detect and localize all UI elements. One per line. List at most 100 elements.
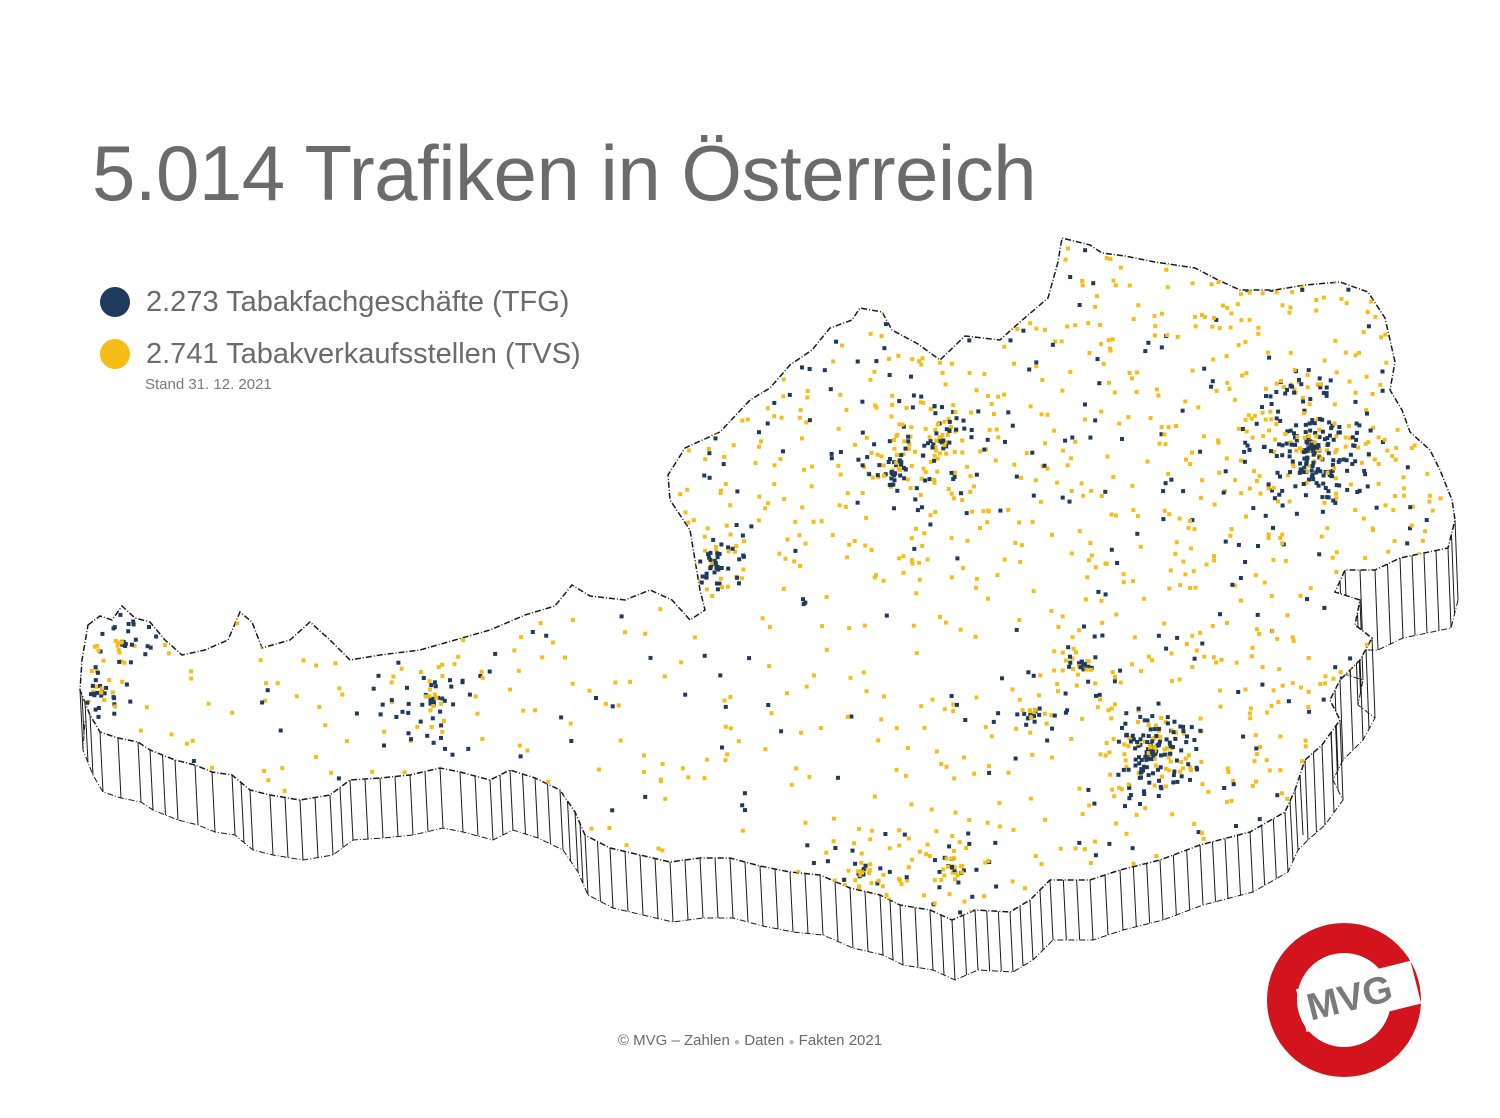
tvs-point [277,609,282,614]
tvs-point [1101,361,1106,366]
tvs-point [1278,536,1283,540]
tfg-point [1275,793,1280,798]
tvs-point [1317,447,1322,452]
tfg-point [1277,442,1282,447]
tvs-point [1104,256,1109,260]
tvs-point [742,366,746,370]
tfg-point [912,546,917,551]
tvs-point [236,491,241,496]
tfg-point [1294,438,1299,443]
tvs-point [1014,726,1019,731]
tvs-point [462,515,466,520]
tvs-point [1109,512,1114,517]
tvs-point [1249,654,1254,659]
tvs-point [925,842,930,847]
tfg-point [1304,447,1309,452]
tfg-point [339,303,344,308]
tvs-point [1112,390,1117,395]
tvs-point [1198,630,1203,635]
tfg-point [1156,633,1161,638]
tvs-point [678,492,683,497]
tvs-point [796,294,801,299]
edge-hatch-line [249,789,254,851]
tvs-point [547,903,551,908]
tfg-point [863,863,868,868]
tvs-point [902,244,907,248]
tfg-point [1341,457,1346,462]
tvs-point [1188,462,1193,466]
tvs-point [743,318,748,322]
tfg-point [1355,490,1360,494]
tfg-point [1063,691,1068,696]
tvs-point [819,519,824,524]
tvs-point [760,369,765,374]
tvs-point [1156,393,1161,398]
tfg-point [90,683,95,688]
tvs-point [1132,635,1137,640]
tfg-point [878,866,883,871]
tvs-point [1068,369,1073,374]
tfg-point [1350,462,1355,466]
tvs-point [519,635,524,640]
tfg-point [726,566,731,571]
edge-hatch-line [654,858,659,919]
tvs-point [740,828,745,833]
tvs-point [883,260,888,265]
edge-hatch-line [1334,689,1339,771]
tfg-point [1167,740,1172,745]
tvs-point [1256,331,1261,336]
tvs-point [1373,315,1378,319]
tvs-point [964,846,969,850]
tvs-point [648,427,652,432]
edge-hatch-line [1423,552,1428,634]
tvs-point [425,834,430,839]
tvs-point [1216,440,1221,445]
tfg-point [1223,539,1228,544]
tvs-point [858,872,863,877]
tfg-point [1317,435,1322,440]
tvs-point [1229,311,1234,316]
tvs-point [372,797,377,802]
tvs-point [1069,906,1074,911]
tvs-point [1313,851,1318,855]
tvs-point [1255,272,1259,277]
tvs-point [1356,445,1361,450]
tvs-point [1255,479,1259,483]
tfg-point [927,477,932,482]
edge-hatch-line [559,789,564,851]
tfg-point [1172,769,1177,774]
tvs-point [190,738,195,743]
tvs-point [1287,310,1292,315]
tvs-point [933,445,938,450]
tvs-point [1398,816,1403,821]
tfg-point [1138,714,1143,719]
tvs-point [1142,596,1146,601]
tfg-point [420,642,424,646]
tvs-point [1247,290,1252,295]
stand-date: Stand 31. 12. 2021 [145,376,272,393]
tvs-point [297,373,302,378]
edge-hatch-line [879,894,884,956]
tvs-point [999,245,1003,249]
tvs-point [1441,459,1446,464]
tvs-point [874,405,879,410]
tvs-point [876,738,881,743]
tvs-point [1113,283,1118,288]
tvs-point [728,532,733,537]
edge-hatch-line [509,769,514,831]
tvs-point [818,259,823,264]
tfg-point [1324,385,1329,390]
tvs-point [440,662,445,667]
tfg-point [1380,388,1385,393]
tfg-point [1093,655,1098,660]
tvs-point [1146,751,1151,756]
edge-hatch-line [639,854,644,916]
tvs-point [1221,303,1225,308]
tvs-point [1211,655,1216,660]
tvs-point [831,359,836,364]
tvs-point [1392,911,1396,915]
tvs-point [1416,910,1421,915]
tvs-point [929,248,934,253]
tfg-point [1269,449,1273,454]
tfg-point [1077,303,1082,307]
